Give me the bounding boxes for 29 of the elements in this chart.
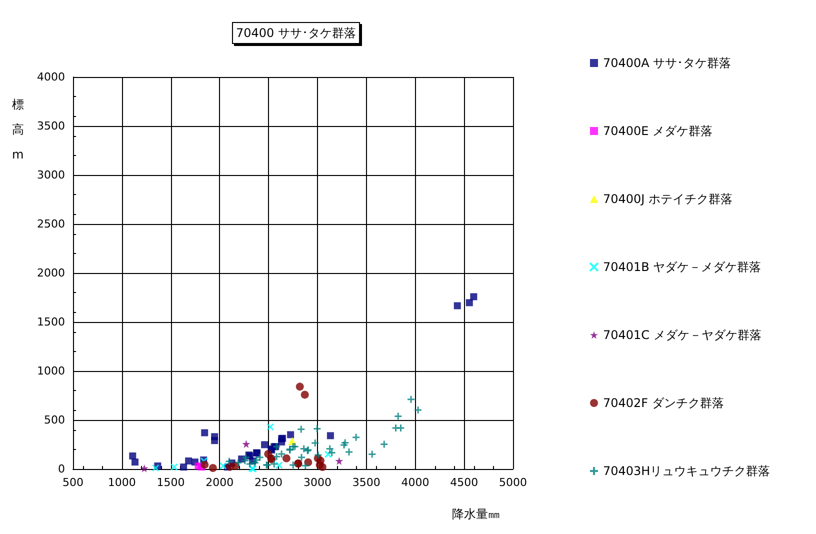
x-tick-label: 3500 [352,476,380,489]
x-axis-title: 降水量㎜ [452,507,500,521]
y-tick-label: 1000 [37,364,65,378]
y-tick-label: 0 [58,462,65,476]
y-tick-label: 2500 [37,218,65,230]
y-tick-label: 3000 [37,168,65,182]
legend-label: 70401B ヤダケ－メダケ群落 [603,260,762,274]
x-tick-label: 4000 [401,476,430,489]
legend-label: 70400A ササ･タケ群落 [603,56,732,70]
x-tick-label: 4500 [450,476,478,489]
x-tick-label: 2500 [254,476,283,489]
y-tick-label: 4000 [37,70,65,84]
y-tick-label: 3500 [37,120,65,132]
legend-label: 70401C メダケ－ヤダケ群落 [603,328,762,342]
y-tick-label: 1500 [37,316,65,328]
legend-label: 70400J ホテイチク群落 [603,192,733,206]
legend-label: 70403Hリュウキュウチク群落 [603,464,770,478]
x-tick-label: 3000 [303,476,332,489]
x-tick-label: 500 [62,476,84,489]
y-tick-label: 2000 [37,266,65,280]
legend-label: 70402F ダンチク群落 [603,396,724,410]
x-tick-label: 1000 [108,476,136,489]
y-axis-title: 標高m [12,98,24,162]
chart-title: 70400 ササ･タケ群落 [236,26,356,40]
x-tick-label: 2000 [206,476,234,489]
x-tick-label: 5000 [499,476,527,489]
y-tick-label: 500 [44,414,65,426]
x-tick-label: 1500 [156,476,185,489]
legend-label: 70400E メダケ群落 [603,124,713,138]
